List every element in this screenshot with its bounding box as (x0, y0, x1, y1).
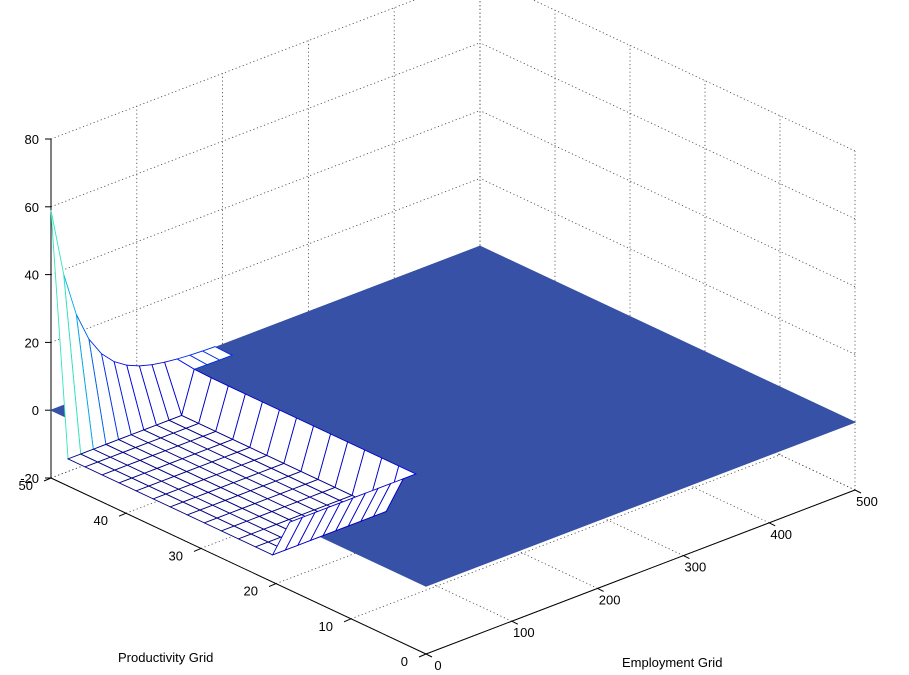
grid-line (394, 346, 770, 524)
grid-line (479, 313, 856, 491)
y-tick-label: 20 (244, 584, 258, 599)
grid-line (275, 419, 706, 584)
grid-line (136, 444, 512, 622)
x-tick-mark (511, 620, 519, 625)
z-tick-label: -20 (20, 471, 39, 486)
y-tick-label: 50 (19, 478, 33, 493)
y-tick-label: 40 (94, 513, 108, 528)
grid-line (50, 178, 481, 343)
x-tick-label: 400 (770, 527, 792, 542)
y-tick-label: 10 (319, 619, 333, 634)
x-tick-mark (597, 587, 604, 592)
x-tick-mark (768, 522, 776, 527)
z-tick-label: 20 (25, 335, 39, 350)
y-tick-label: 30 (169, 548, 183, 563)
x-tick-mark (683, 555, 690, 560)
grid-line (350, 454, 781, 620)
y-axis-label: Productivity Grid (118, 650, 213, 665)
grid-line (50, 110, 481, 275)
x-axis-label: Employment Grid (622, 655, 722, 670)
x-tick-mark (854, 489, 862, 494)
z-tick-label: 80 (25, 132, 39, 147)
grid-line (532, 0, 856, 152)
z-tick-label: 40 (25, 268, 39, 283)
axis-box (43, 138, 862, 658)
grid-line (50, 0, 416, 140)
mesh-cell (271, 516, 304, 556)
x-tick-label: 100 (513, 625, 535, 640)
y-tick-mark (193, 547, 202, 552)
y-tick-mark (418, 653, 427, 658)
surface-mesh (49, 210, 857, 587)
grid-line (479, 178, 856, 355)
y-tick-label: 0 (401, 654, 408, 669)
x-tick-label: 0 (434, 658, 441, 673)
x-tick-label: 500 (856, 494, 878, 509)
y-tick-mark (118, 512, 127, 517)
y-tick-mark (268, 583, 277, 588)
grid-line (222, 412, 598, 589)
grid-line (50, 42, 481, 208)
y-axis-line (50, 477, 427, 655)
x-tick-mark (425, 653, 433, 658)
x-axis-line (425, 489, 856, 655)
x-tick-label: 200 (599, 592, 621, 607)
y-tick-mark (343, 618, 352, 623)
tick-labels: 0 100 200 300 400 500 0 10 20 30 40 50-20 0 20 40 60 80 (19, 132, 878, 673)
grid-line (479, 110, 856, 287)
z-tick-label: 60 (25, 200, 39, 215)
z-tick-label: 0 (32, 403, 39, 418)
grid-line (308, 379, 684, 556)
x-tick-label: 300 (685, 560, 707, 575)
grid-line (479, 42, 856, 220)
